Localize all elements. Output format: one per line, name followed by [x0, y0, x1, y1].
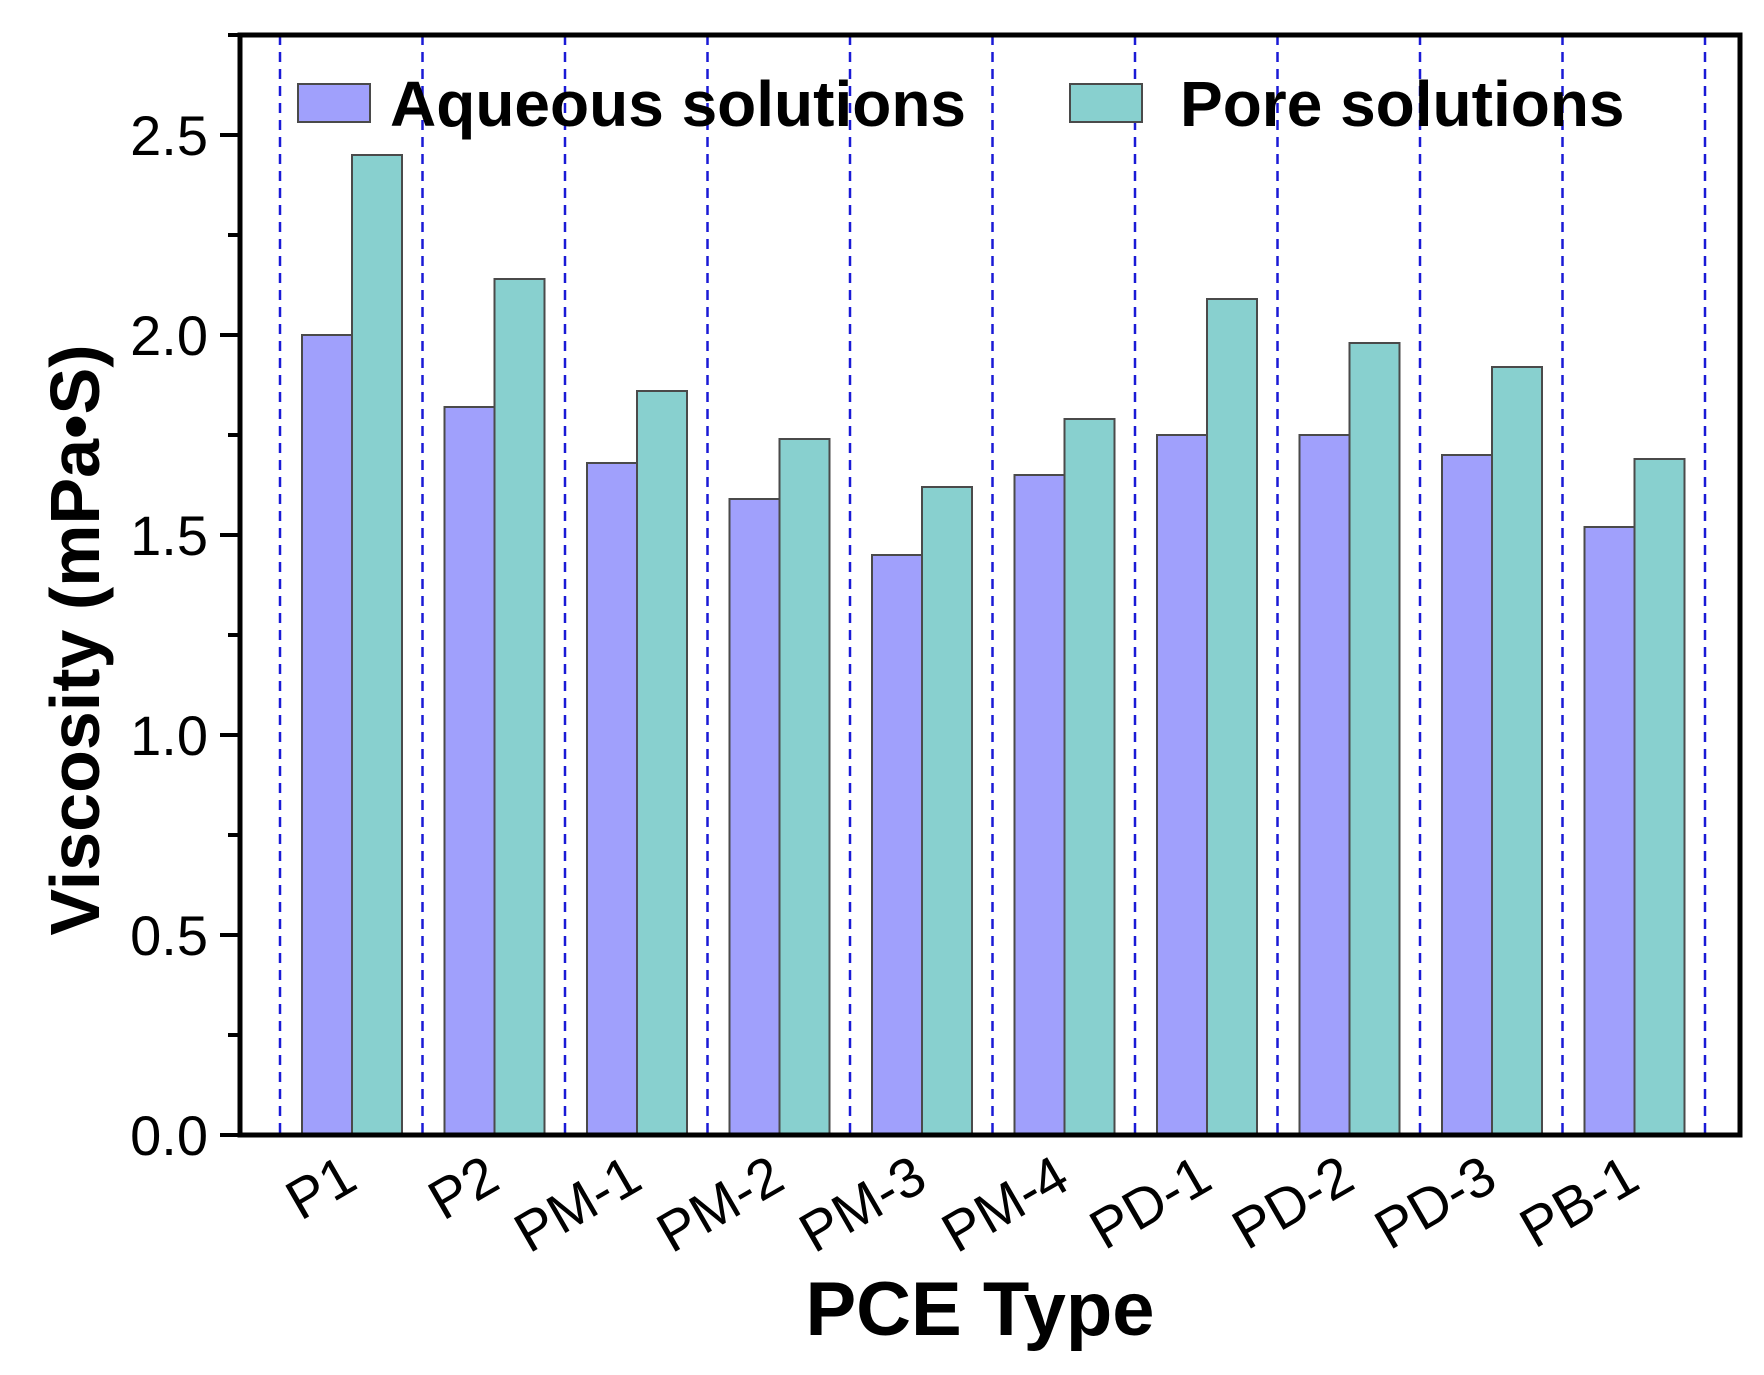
- bar-aqueous-pd-1: [1156, 434, 1208, 1136]
- legend-swatch-aqueous: [297, 83, 371, 123]
- legend-label-aqueous: Aqueous solutions: [390, 68, 966, 140]
- x-tick-label: PM-4: [931, 1143, 1078, 1264]
- bar-pore-pd-3: [1491, 366, 1543, 1136]
- bar-aqueous-pm-3: [871, 554, 923, 1136]
- bar-pore-p2: [493, 278, 546, 1136]
- y-tick-label: 0.0: [130, 1104, 208, 1167]
- x-tick-label: PM-1: [504, 1143, 651, 1264]
- bar-aqueous-pb-1: [1583, 526, 1636, 1136]
- x-tick-label: P2: [418, 1143, 509, 1232]
- y-tick-label: 2.0: [130, 304, 208, 367]
- x-tick-label: PD-3: [1364, 1143, 1506, 1261]
- bar-pore-pm-4: [1063, 418, 1116, 1136]
- bar-pore-pd-2: [1348, 342, 1401, 1136]
- y-tick-label: 1.0: [130, 704, 208, 767]
- bar-pore-pm-3: [921, 486, 973, 1136]
- bar-aqueous-p2: [443, 406, 496, 1136]
- x-axis-title: PCE Type: [805, 1267, 1154, 1352]
- bar-aqueous-pm-2: [728, 498, 781, 1136]
- x-tick-label: PD-2: [1222, 1143, 1364, 1261]
- legend-swatch-pore: [1069, 83, 1143, 123]
- legend: Aqueous solutions Pore solutions: [297, 68, 1625, 140]
- bar-aqueous-pm-4: [1013, 474, 1066, 1136]
- legend-label-pore: Pore solutions: [1180, 68, 1625, 140]
- bar-pore-p1: [351, 154, 403, 1136]
- bar-aqueous-pd-3: [1441, 454, 1493, 1136]
- x-tick-label: PM-2: [646, 1143, 793, 1264]
- bar-aqueous-pm-1: [586, 462, 638, 1136]
- x-tick-label: P1: [275, 1143, 366, 1232]
- x-tick-label: PM-3: [789, 1143, 936, 1264]
- x-tick-label: PD-1: [1079, 1143, 1221, 1261]
- category-separators: [278, 35, 1707, 1135]
- bar-pore-pm-1: [636, 390, 688, 1136]
- bar-aqueous-pd-2: [1298, 434, 1351, 1136]
- y-axis-title: Viscosity (mPa•S): [36, 344, 114, 935]
- bar-pore-pb-1: [1633, 458, 1686, 1136]
- bar-aqueous-p1: [301, 334, 353, 1136]
- plot-frame: [237, 32, 1743, 1138]
- bar-pore-pm-2: [778, 438, 831, 1136]
- x-tick-label: PB-1: [1509, 1143, 1648, 1260]
- y-tick-label: 0.5: [130, 904, 208, 967]
- bars: [301, 154, 1686, 1136]
- y-axis: 0.0 0.5 1.0 1.5 2.0 2.5: [130, 33, 240, 1167]
- y-tick-label: 1.5: [130, 504, 208, 567]
- y-tick-label: 2.5: [130, 104, 208, 167]
- bar-pore-pd-1: [1206, 298, 1258, 1136]
